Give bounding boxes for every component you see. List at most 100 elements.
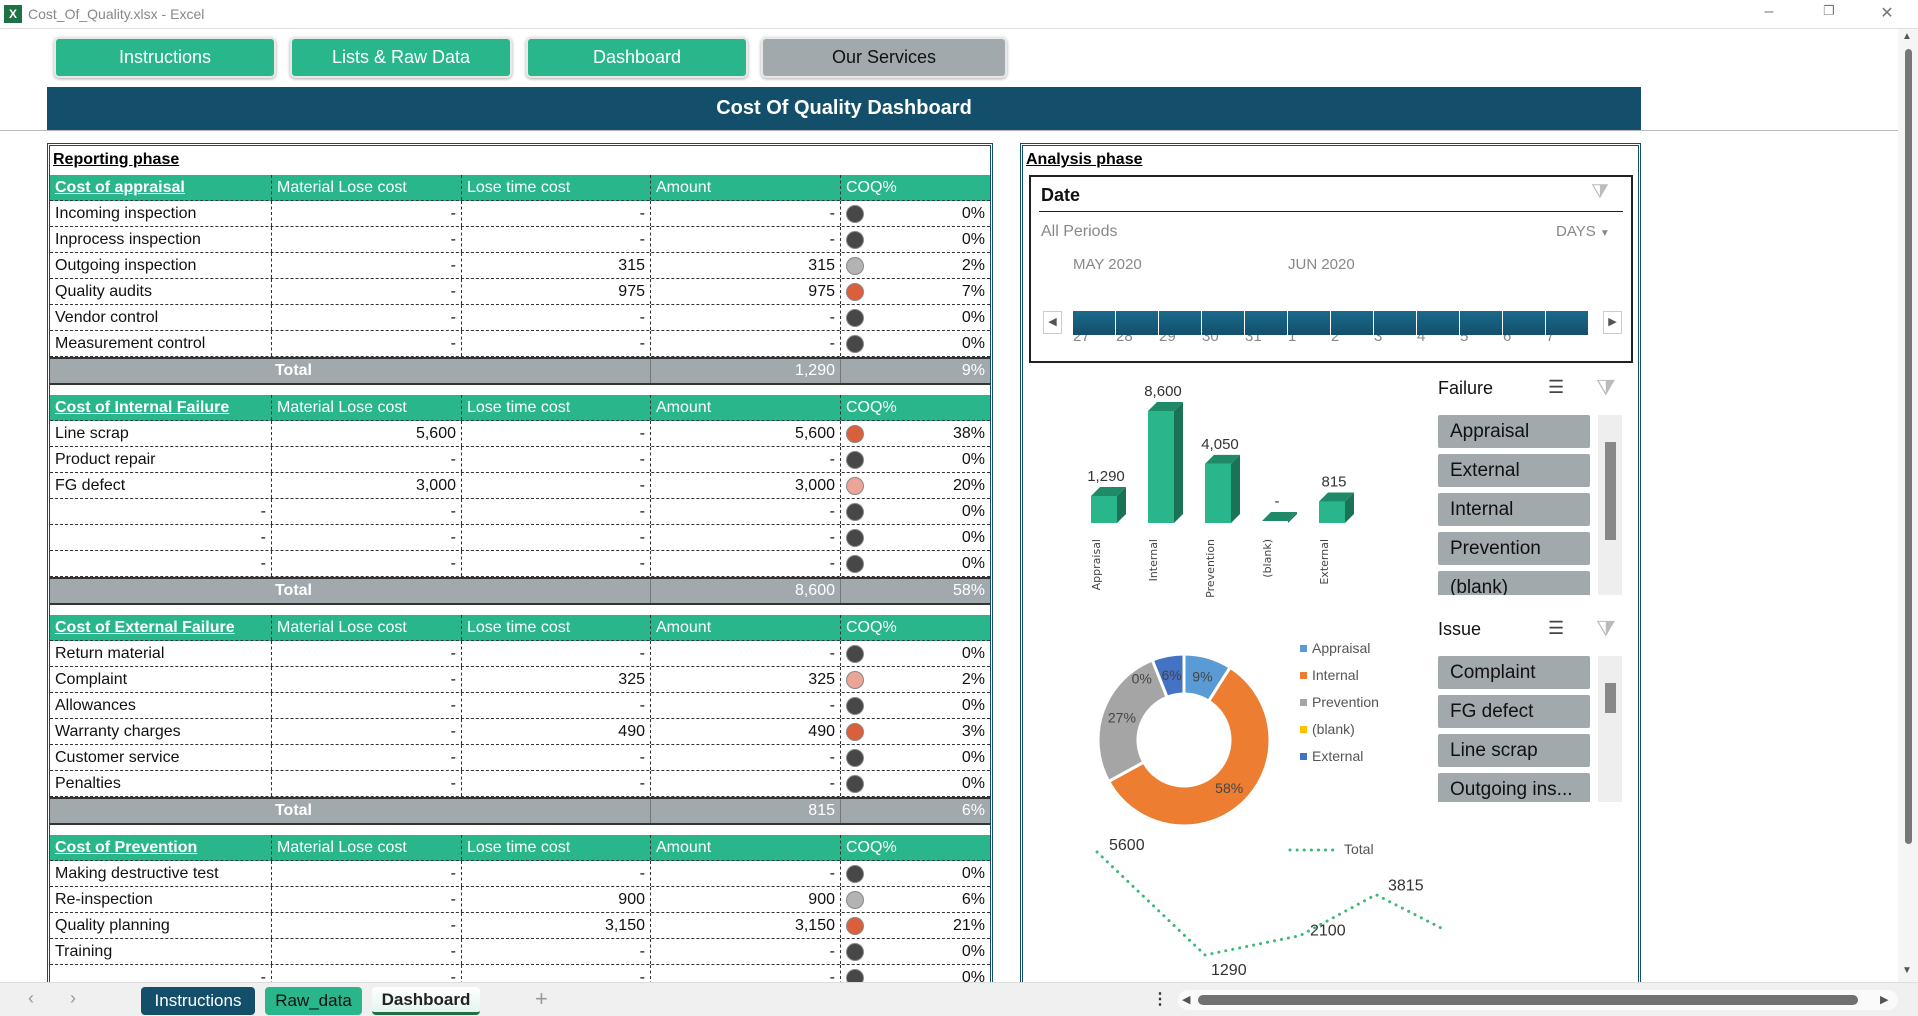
time-cost-cell[interactable]: - [462,227,651,252]
add-sheet-button[interactable]: + [535,986,548,1011]
time-cost-cell[interactable]: - [462,551,651,576]
time-cost-cell[interactable]: - [462,331,651,356]
amount-cell[interactable]: - [651,861,841,886]
amount-cell[interactable]: 900 [651,887,841,912]
time-cost-cell[interactable]: - [462,939,651,964]
scroll-right-icon[interactable]: ▶ [1880,994,1889,1006]
timeline-day-bar[interactable] [1417,311,1459,335]
time-cost-cell[interactable]: 975 [462,279,651,304]
item-name[interactable]: Customer service [50,745,272,770]
failure-slicer[interactable]: Failure ☰ ⧩ Appraisal External Internal Preven… [1438,375,1624,597]
time-cost-cell[interactable]: 490 [462,719,651,744]
time-cost-cell[interactable]: - [462,305,651,330]
material-cost-cell[interactable]: - [272,939,462,964]
coq-cell[interactable]: 0% [841,447,990,472]
coq-cell[interactable]: 0% [841,771,990,796]
coq-cell[interactable]: 0% [841,499,990,524]
time-cost-cell[interactable]: 900 [462,887,651,912]
amount-cell[interactable]: - [651,499,841,524]
coq-cell[interactable]: 0% [841,693,990,718]
amount-cell[interactable]: 490 [651,719,841,744]
time-cost-cell[interactable]: - [462,641,651,666]
more-options-icon[interactable]: ⋮ [1152,991,1168,1008]
material-cost-cell[interactable]: - [272,525,462,550]
slicer-item[interactable]: (blank) [1438,571,1590,595]
amount-cell[interactable]: - [651,771,841,796]
coq-cell[interactable]: 0% [841,861,990,886]
time-cost-cell[interactable]: - [462,965,651,983]
timeline-day-bar[interactable] [1159,311,1201,335]
time-cost-cell[interactable]: 3,150 [462,913,651,938]
amount-cell[interactable]: - [651,525,841,550]
time-cost-cell[interactable]: - [462,861,651,886]
coq-cell[interactable]: 0% [841,745,990,770]
timeline-day-bar[interactable] [1116,311,1158,335]
time-cost-cell[interactable]: - [462,473,651,498]
material-cost-cell[interactable]: - [272,253,462,278]
slicer-item[interactable]: External [1438,454,1590,487]
amount-cell[interactable]: - [651,551,841,576]
time-cost-cell[interactable]: - [462,201,651,226]
slicer-item[interactable]: Prevention [1438,532,1590,565]
amount-cell[interactable]: - [651,965,841,983]
slicer-item[interactable]: Complaint [1438,656,1590,689]
timeline-day-bar[interactable] [1460,311,1502,335]
amount-cell[interactable]: - [651,201,841,226]
coq-cell[interactable]: 7% [841,279,990,304]
amount-cell[interactable]: 5,600 [651,421,841,446]
scroll-thumb[interactable] [1198,995,1858,1005]
item-name[interactable]: Outgoing inspection [50,253,272,278]
coq-cell[interactable]: 21% [841,913,990,938]
item-name[interactable]: Complaint [50,667,272,692]
prev-sheet-icon[interactable]: ‹ [28,988,34,1008]
material-cost-cell[interactable]: - [272,745,462,770]
coq-cell[interactable]: 3% [841,719,990,744]
item-name[interactable]: Training [50,939,272,964]
amount-cell[interactable]: 975 [651,279,841,304]
material-cost-cell[interactable]: - [272,693,462,718]
item-name[interactable]: Quality audits [50,279,272,304]
vertical-scrollbar[interactable]: ▲ ▼ [1898,29,1918,982]
scroll-down-icon[interactable]: ▼ [1902,965,1912,976]
amount-cell[interactable]: - [651,227,841,252]
material-cost-cell[interactable]: - [272,447,462,472]
material-cost-cell[interactable]: - [272,861,462,886]
clear-filter-icon[interactable]: ⧩ [1591,181,1609,203]
timeline-day-bar[interactable] [1202,311,1244,335]
item-name[interactable]: Inprocess inspection [50,227,272,252]
nav-button-instructions[interactable]: Instructions [54,37,276,78]
slicer-item[interactable]: Line scrap [1438,734,1590,767]
horizontal-scrollbar[interactable]: ◀ ▶ [1178,990,1898,1010]
amount-cell[interactable]: - [651,745,841,770]
material-cost-cell[interactable]: - [272,305,462,330]
coq-cell[interactable]: 0% [841,939,990,964]
time-cost-cell[interactable]: - [462,693,651,718]
amount-cell[interactable]: - [651,641,841,666]
amount-cell[interactable]: 3,150 [651,913,841,938]
timeline-day-bar[interactable] [1245,311,1287,335]
amount-cell[interactable]: - [651,939,841,964]
item-name[interactable]: Penalties [50,771,272,796]
coq-cell[interactable]: 2% [841,667,990,692]
timeline-day-bar[interactable] [1331,311,1373,335]
time-cost-cell[interactable]: 315 [462,253,651,278]
scroll-left-button[interactable]: ◀ [1043,311,1062,334]
material-cost-cell[interactable]: - [272,551,462,576]
amount-cell[interactable]: 325 [651,667,841,692]
coq-cell[interactable]: 0% [841,331,990,356]
item-name[interactable]: Measurement control [50,331,272,356]
material-cost-cell[interactable]: - [272,719,462,744]
issue-slicer[interactable]: Issue ☰ ⧩ Complaint FG defect Line scrap Outgo… [1438,616,1624,803]
coq-cell[interactable]: 0% [841,227,990,252]
time-cost-cell[interactable]: - [462,525,651,550]
clear-filter-icon[interactable]: ⧩ [1596,616,1616,641]
time-cost-cell[interactable]: 325 [462,667,651,692]
section-title[interactable]: Cost of appraisal [50,175,272,200]
amount-cell[interactable]: 315 [651,253,841,278]
multi-select-icon[interactable]: ☰ [1548,618,1565,638]
amount-cell[interactable]: - [651,305,841,330]
amount-cell[interactable]: - [651,447,841,472]
item-name[interactable]: Allowances [50,693,272,718]
amount-cell[interactable]: 3,000 [651,473,841,498]
sheet-tab-instructions[interactable]: Instructions [141,987,255,1015]
